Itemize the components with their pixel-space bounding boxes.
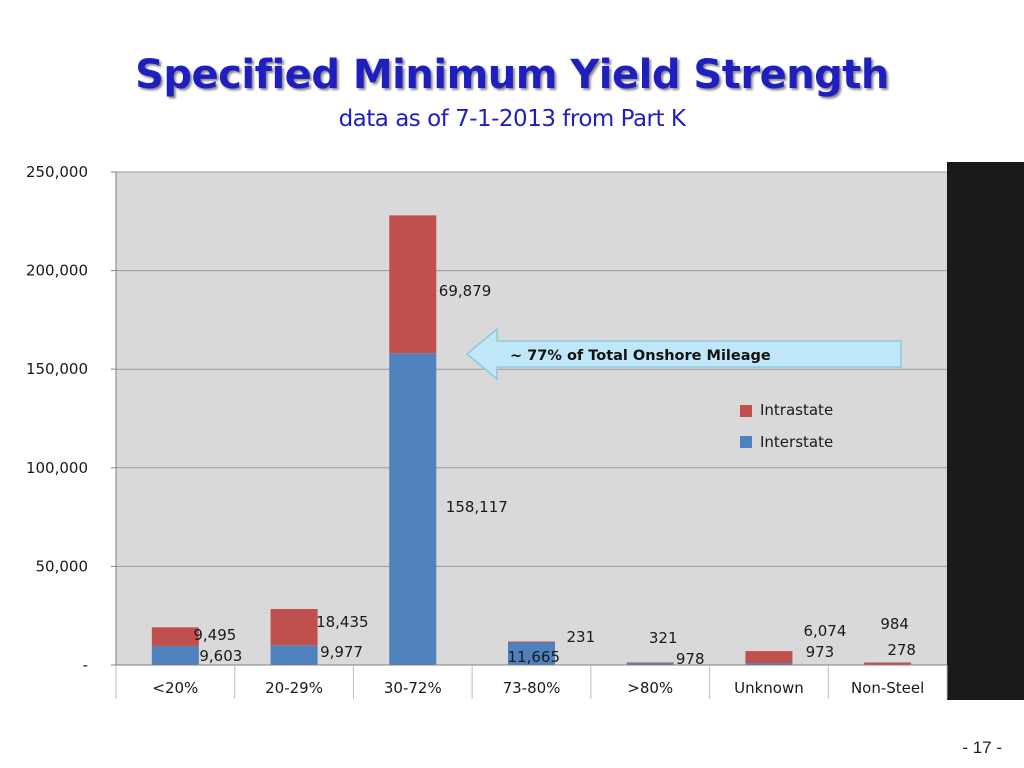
- legend: Intrastate Interstate: [740, 401, 833, 451]
- callout-text: ~ 77% of Total Onshore Mileage: [510, 348, 771, 364]
- data-label: 9,495: [193, 626, 236, 644]
- data-label: 321: [649, 629, 678, 647]
- y-tick-label: 50,000: [36, 557, 89, 575]
- slide-subtitle: data as of 7-1-2013 from Part K: [338, 106, 686, 132]
- x-tick-label: 30-72%: [384, 679, 442, 697]
- x-tick-label: 73-80%: [503, 679, 561, 697]
- data-label: 11,665: [508, 648, 561, 666]
- data-label: 158,117: [446, 498, 508, 516]
- bar-interstate: [389, 353, 437, 665]
- x-tick-label: 20-29%: [265, 679, 323, 697]
- y-tick-label: 100,000: [26, 459, 88, 477]
- bar-intrastate: [270, 608, 318, 646]
- data-label: 69,879: [439, 282, 492, 300]
- legend-label-interstate: Interstate: [760, 433, 833, 451]
- y-tick-label: 150,000: [26, 360, 88, 378]
- x-tick-label: Non-Steel: [851, 679, 924, 697]
- bar-intrastate: [389, 215, 437, 354]
- bar-intrastate: [626, 662, 674, 664]
- x-tick-label: >80%: [627, 679, 673, 697]
- data-label: 978: [676, 650, 705, 668]
- data-label: 9,977: [320, 643, 363, 661]
- data-labels: 9,603 9,495 9,977 18,435 158,117 69,879 11,665…: [193, 282, 916, 668]
- legend-swatch-intrastate: [740, 405, 752, 417]
- plot-area: [116, 172, 947, 665]
- y-tick-label: -: [83, 656, 88, 674]
- legend-swatch-interstate: [740, 436, 752, 448]
- data-label: 231: [567, 628, 596, 646]
- x-tick-label: Unknown: [734, 679, 804, 697]
- gridlines: [116, 171, 947, 567]
- y-tick-label: 200,000: [26, 262, 88, 280]
- legend-label-intrastate: Intrastate: [760, 401, 833, 419]
- bars: [151, 215, 912, 665]
- bar-intrastate: [864, 662, 912, 665]
- x-tick-label: <20%: [152, 679, 198, 697]
- data-label: 278: [887, 641, 916, 659]
- y-axis: - 50,000 100,000 150,000 200,000 250,000: [26, 163, 117, 674]
- bar-intrastate: [508, 641, 555, 643]
- x-axis: <20% 20-29% 30-72% 73-80% >80% Unknown Non-Ste…: [115, 664, 948, 699]
- y-tick-label: 250,000: [26, 163, 88, 181]
- bar-interstate: [508, 641, 555, 665]
- data-label: 9,603: [199, 647, 242, 665]
- chart-frame-right-strip: [947, 162, 1024, 700]
- callout-arrow-shape: [465, 327, 902, 381]
- bar-interstate: [151, 646, 199, 665]
- bar-interstate: [626, 663, 674, 665]
- bar-interstate: [745, 663, 793, 665]
- data-label: 984: [880, 615, 909, 633]
- bar-interstate: [270, 645, 318, 665]
- data-label: 18,435: [316, 613, 369, 631]
- page-number: - 17 -: [962, 738, 1002, 757]
- bar-intrastate: [745, 651, 793, 664]
- data-label: 6,074: [803, 622, 846, 640]
- data-label: 973: [806, 643, 835, 661]
- bar-chart: - 50,000 100,000 150,000 200,000 250,000 9,60…: [0, 162, 1024, 700]
- x-axis-band: [116, 666, 947, 699]
- slide-title: Specified Minimum Yield Strength: [135, 52, 889, 98]
- callout-arrow: ~ 77% of Total Onshore Mileage: [465, 327, 902, 381]
- bar-intrastate: [151, 627, 199, 647]
